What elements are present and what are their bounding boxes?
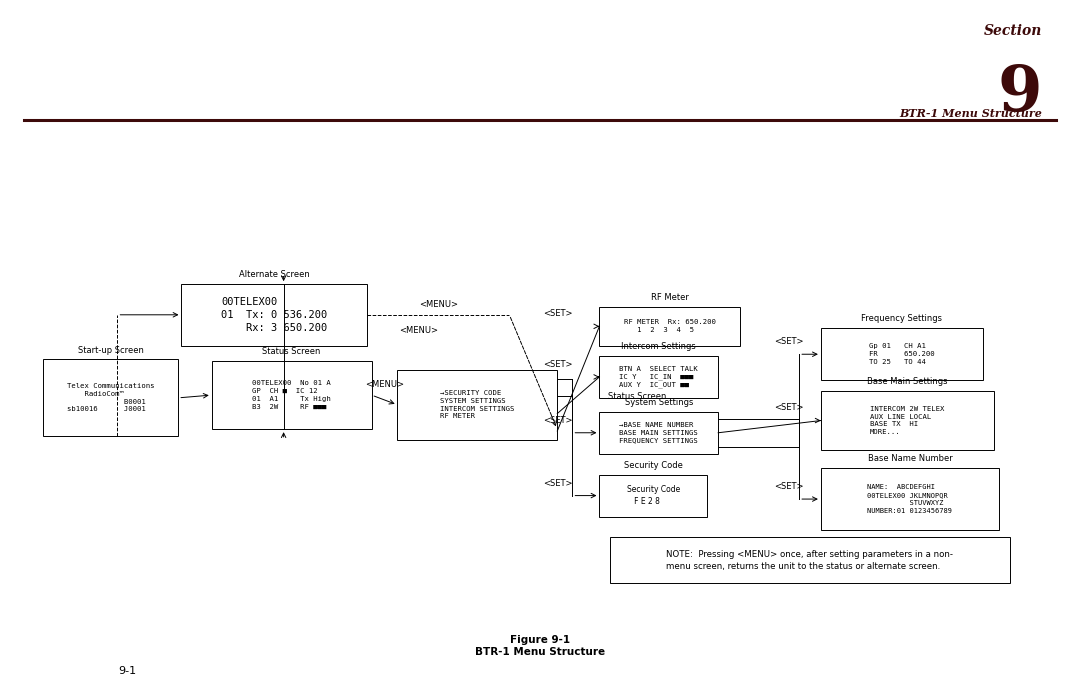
Text: 9: 9 [998,63,1042,124]
Text: Start-up Screen: Start-up Screen [78,346,144,355]
Text: 9-1: 9-1 [119,667,136,676]
Text: System Settings: System Settings [624,398,693,407]
Text: Figure 9-1
BTR-1 Menu Structure: Figure 9-1 BTR-1 Menu Structure [475,635,605,657]
FancyBboxPatch shape [821,468,999,530]
Text: Base Main Settings: Base Main Settings [867,377,947,386]
Text: Security Code: Security Code [624,461,683,470]
Text: BTR-1 Menu Structure: BTR-1 Menu Structure [900,108,1042,119]
Text: RF METER  Rx: 650.200
   1  2  3  4  5: RF METER Rx: 650.200 1 2 3 4 5 [623,320,716,333]
FancyBboxPatch shape [599,475,707,517]
FancyBboxPatch shape [397,370,557,440]
FancyBboxPatch shape [43,359,178,436]
Text: NAME:  ABCDEFGHI
00TELEX00 JKLMNOPQR
          STUVWXYZ
NUMBER:01 0123456789: NAME: ABCDEFGHI 00TELEX00 JKLMNOPQR STUV… [867,484,953,514]
Text: <SET>: <SET> [773,403,804,413]
Text: Frequency Settings: Frequency Settings [862,314,942,323]
Text: RF Meter: RF Meter [650,293,689,302]
Text: Alternate Screen: Alternate Screen [239,270,310,279]
Text: <SET>: <SET> [543,309,573,318]
Text: Status Screen: Status Screen [608,392,666,401]
Text: <SET>: <SET> [543,416,573,424]
Text: <MENU>: <MENU> [365,380,404,389]
FancyBboxPatch shape [821,391,994,450]
Text: Telex Communications
    RadioCom™
             B0001
sb10016      J0001: Telex Communications RadioCom™ B0001 sb1… [67,383,154,413]
Text: Security Code
   F E 2 8: Security Code F E 2 8 [626,485,680,506]
Text: →SECURITY CODE
SYSTEM SETTINGS
INTERCOM SETTINGS
RF METER: →SECURITY CODE SYSTEM SETTINGS INTERCOM … [441,390,514,419]
Text: <MENU>: <MENU> [400,326,438,334]
Text: <MENU>: <MENU> [419,300,458,309]
Text: Status Screen: Status Screen [262,347,321,356]
FancyBboxPatch shape [821,328,983,380]
Text: →BASE NAME NUMBER
BASE MAIN SETTINGS
FREQUENCY SETTINGS: →BASE NAME NUMBER BASE MAIN SETTINGS FRE… [620,422,698,443]
Text: INTERCOM 2W TELEX
AUX LINE LOCAL
BASE TX  HI
MORE...: INTERCOM 2W TELEX AUX LINE LOCAL BASE TX… [870,406,944,435]
Text: <SET>: <SET> [543,360,573,369]
FancyBboxPatch shape [212,361,372,429]
Text: Base Name Number: Base Name Number [867,454,953,463]
Text: <SET>: <SET> [773,482,804,491]
FancyBboxPatch shape [599,412,718,454]
Text: NOTE:  Pressing <MENU> once, after setting parameters in a non-
menu screen, ret: NOTE: Pressing <MENU> once, after settin… [666,550,954,570]
Text: Gp 01   CH A1
FR      650.200
TO 25   TO 44: Gp 01 CH A1 FR 650.200 TO 25 TO 44 [869,343,934,365]
Text: <SET>: <SET> [773,337,804,346]
Text: Section: Section [984,24,1042,38]
Text: 00TELEX00
01  Tx: 0 536.200
    Rx: 3 650.200: 00TELEX00 01 Tx: 0 536.200 Rx: 3 650.200 [221,297,327,333]
FancyBboxPatch shape [181,284,367,346]
Text: 00TELEX00  No 01 A
GP  CH ■  IC 12
01  A1     Tx High
B3  2W     RF ■■■: 00TELEX00 No 01 A GP CH ■ IC 12 01 A1 Tx… [253,380,330,410]
FancyBboxPatch shape [610,537,1010,583]
Text: <SET>: <SET> [543,479,573,487]
Text: BTN A  SELECT TALK
IC Y   IC_IN  ■■■
AUX Y  IC_OUT ■■: BTN A SELECT TALK IC Y IC_IN ■■■ AUX Y I… [620,366,698,388]
Text: Intercom Settings: Intercom Settings [621,342,697,351]
FancyBboxPatch shape [599,307,740,346]
FancyBboxPatch shape [599,356,718,398]
